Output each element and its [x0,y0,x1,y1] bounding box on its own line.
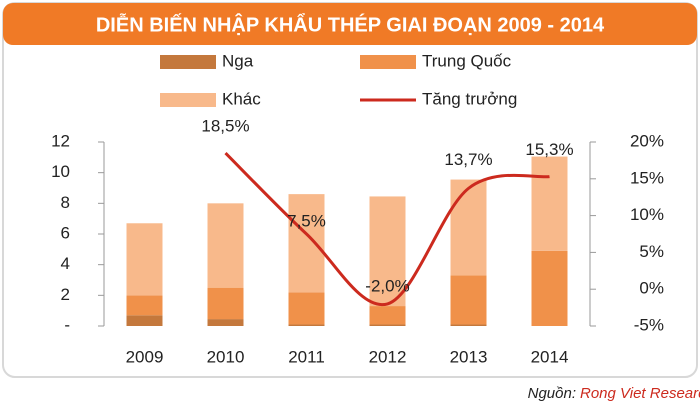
data-label: -2,0% [365,276,409,295]
line [224,151,550,307]
legend-label: Tăng trưởng [422,89,517,108]
legend-label: Trung Quốc [422,51,512,70]
bar-segment [288,194,325,293]
frame [2,2,698,378]
data-label: 15,3% [525,140,573,159]
x-tick-label: 2014 [531,347,569,366]
legend-swatch [160,93,216,107]
y2-tick-label: 0% [639,279,664,298]
data-label: 7,5% [287,211,326,230]
y2-tick-label: 5% [639,242,664,261]
y-tick-label: - [64,315,70,334]
bar-segment [207,287,244,320]
legend-label: Khác [222,89,261,108]
bar-segment [288,324,325,326]
bar-segment [207,319,244,326]
legend-label: Nga [222,51,254,70]
y-tick-label: 8 [61,193,70,212]
bar-segment [126,315,163,326]
x-tick-label: 2012 [369,347,407,366]
x-tick-label: 2011 [288,347,325,366]
chart-title: DIỄN BIẾN NHẬP KHẨU THÉP GIAI ĐOẠN 2009 … [96,12,605,36]
x-tick-label: 2010 [207,347,245,366]
y2-tick-label: 10% [630,205,664,224]
data-label: 18,5% [201,117,249,136]
bar-segment [369,324,406,326]
x-tick-label: 2009 [126,347,164,366]
y2-tick-label: -5% [634,315,664,334]
source: Rong Viet Research [580,385,700,402]
y2-tick-label: 20% [630,131,664,150]
title-banner [3,3,697,45]
y-tick-label: 12 [51,131,70,150]
bar-segment [450,324,487,326]
legend-swatch [160,55,216,69]
bar-segment [369,306,406,325]
bar-segment [450,179,487,276]
bar-segment [531,250,568,326]
bar-segment [369,196,406,307]
y-tick-label: 6 [61,223,70,242]
bar-segment [126,223,163,296]
data-label: 13,7% [444,150,492,169]
y-tick-label: 10 [51,162,70,181]
bar-segment [126,295,163,316]
source-label: Nguồn: [528,385,576,402]
bar-segment [531,156,568,251]
y-tick-label: 2 [61,285,70,304]
bar-segment [288,292,325,325]
x-tick-label: 2013 [450,347,488,366]
bar-segment [207,203,244,288]
y-tick-label: 4 [61,254,70,273]
bar-segment [450,275,487,325]
legend-swatch [360,55,416,69]
y2-tick-label: 15% [630,168,664,187]
